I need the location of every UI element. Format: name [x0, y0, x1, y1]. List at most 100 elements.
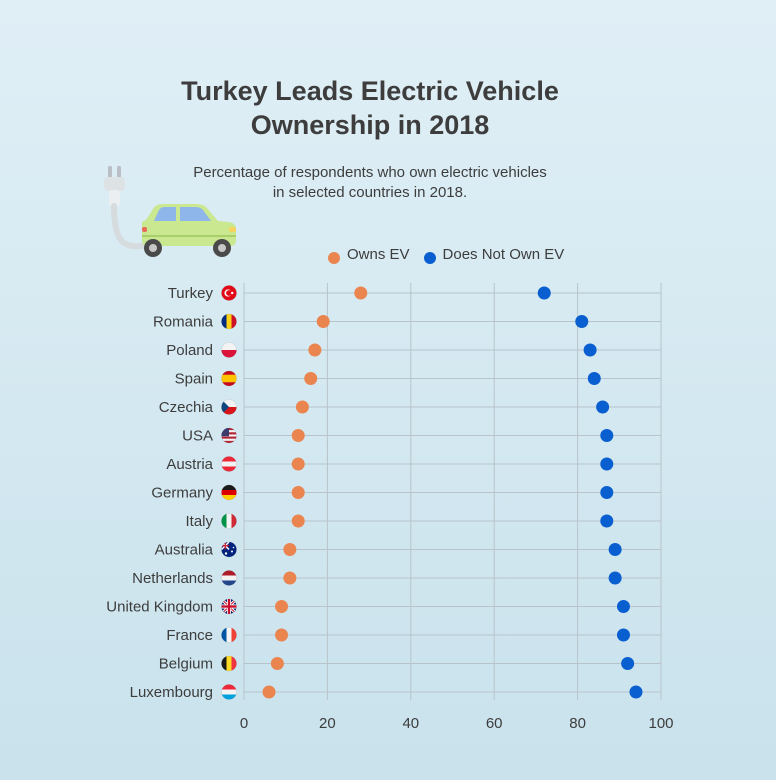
does-not-own-ev-point [587, 372, 601, 385]
flag-outline [221, 570, 237, 586]
flag-star [224, 552, 228, 555]
country-label: Czechia [159, 399, 214, 416]
flag-outline [221, 285, 237, 301]
flag-band [221, 407, 237, 415]
electric-car-icon [104, 166, 236, 257]
legend-swatch-does-not-own-ev [423, 252, 436, 264]
flag-band [221, 371, 237, 375]
owns-ev-point [262, 685, 276, 699]
country-label: Romania [153, 314, 214, 331]
flag-band [221, 456, 237, 462]
flag-outline [221, 513, 237, 529]
owns-ev-point [283, 543, 297, 556]
flag-band [221, 382, 237, 386]
flag-band [226, 656, 232, 671]
owns-ev-point [291, 429, 305, 442]
united-kingdom-flag-icon [221, 599, 237, 614]
country-label: Luxembourg [130, 684, 213, 701]
flag-outline [221, 541, 237, 558]
does-not-own-ev-point [616, 600, 630, 613]
flag-band [221, 513, 227, 529]
country-label: Belgium [159, 656, 213, 673]
does-not-own-ev-point [600, 486, 614, 499]
belgium-flag-icon [221, 656, 237, 671]
country-label: Netherlands [132, 570, 213, 587]
legend-label-owns-ev: Owns EV [347, 245, 410, 263]
flag-band [221, 350, 237, 358]
flag-outline [221, 342, 237, 358]
luxembourg-flag-icon [221, 684, 237, 700]
legend-label-does-not-own-ev: Does Not Own EV [442, 245, 565, 263]
legend-swatch-owns-ev [328, 252, 340, 264]
flag-cross [221, 605, 237, 608]
flag-band [221, 490, 237, 496]
owns-ev-point [291, 457, 305, 471]
flag-band [221, 656, 227, 671]
flag-band [221, 684, 237, 690]
flag-band [221, 689, 237, 695]
x-tick-label: 80 [569, 715, 586, 732]
flag-outline [221, 484, 237, 501]
flag-outline [221, 370, 237, 387]
flag-triangle [221, 399, 229, 415]
spain-flag-icon [221, 371, 237, 386]
does-not-own-ev-point [537, 286, 551, 300]
title-line-2: Ownership in 2018 [250, 110, 490, 140]
country-label: Australia [155, 542, 214, 559]
x-tick-label: 0 [240, 715, 248, 732]
does-not-own-ev-point [608, 543, 622, 556]
owns-ev-point [270, 657, 284, 670]
flag-band [221, 580, 237, 586]
australia-flag-icon [221, 542, 237, 557]
x-tick-label: 60 [486, 715, 503, 732]
france-flag-icon [221, 627, 237, 643]
flag-outline [221, 684, 237, 700]
flag-outline [221, 598, 237, 615]
flag-outline [221, 627, 237, 643]
x-tick-label: 100 [648, 715, 673, 732]
does-not-own-ev-point [629, 685, 643, 699]
country-label: United Kingdom [106, 599, 213, 616]
legend-item-owns-ev: Owns EV [328, 244, 410, 264]
flag-band [221, 374, 237, 383]
owns-ev-point [275, 600, 289, 613]
does-not-own-ev-point [608, 571, 622, 585]
flag-band [231, 656, 237, 671]
title-line-1: Turkey Leads Electric Vehicle [181, 76, 559, 106]
country-label: Austria [166, 456, 213, 473]
owns-ev-point [354, 286, 368, 300]
netherlands-flag-icon [221, 570, 237, 586]
owns-ev-point [295, 400, 309, 414]
flag-stripe [221, 440, 237, 443]
flag-canton [221, 428, 229, 437]
x-tick-label: 20 [319, 715, 336, 732]
flag-star [231, 291, 234, 295]
flag-stripe [221, 438, 237, 441]
flag-outline [221, 655, 237, 672]
flag-stripe [221, 436, 237, 439]
does-not-own-ev-point [583, 343, 597, 357]
owns-ev-point [291, 514, 305, 528]
owns-ev-point [316, 315, 330, 328]
country-label: Spain [175, 371, 213, 388]
country-label: France [166, 627, 213, 644]
subtitle-line-2: in selected countries in 2018. [272, 184, 468, 201]
flag-band [221, 485, 237, 491]
does-not-own-ev-point [575, 315, 589, 328]
owns-ev-point [308, 343, 322, 357]
country-label: Italy [185, 513, 213, 530]
flag-band [221, 694, 237, 700]
flag-band [221, 399, 237, 407]
does-not-own-ev-point [600, 457, 614, 471]
italy-flag-icon [221, 513, 237, 529]
chart-legend: Owns EV Does Not Own EV [328, 244, 578, 264]
owns-ev-point [291, 486, 305, 499]
flag-outline [221, 456, 237, 472]
does-not-own-ev-point [596, 400, 610, 414]
flag-band [221, 575, 237, 581]
flag-band [231, 627, 237, 643]
does-not-own-ev-point [621, 657, 635, 670]
x-tick-label: 40 [402, 715, 419, 732]
flag-star [232, 546, 235, 549]
